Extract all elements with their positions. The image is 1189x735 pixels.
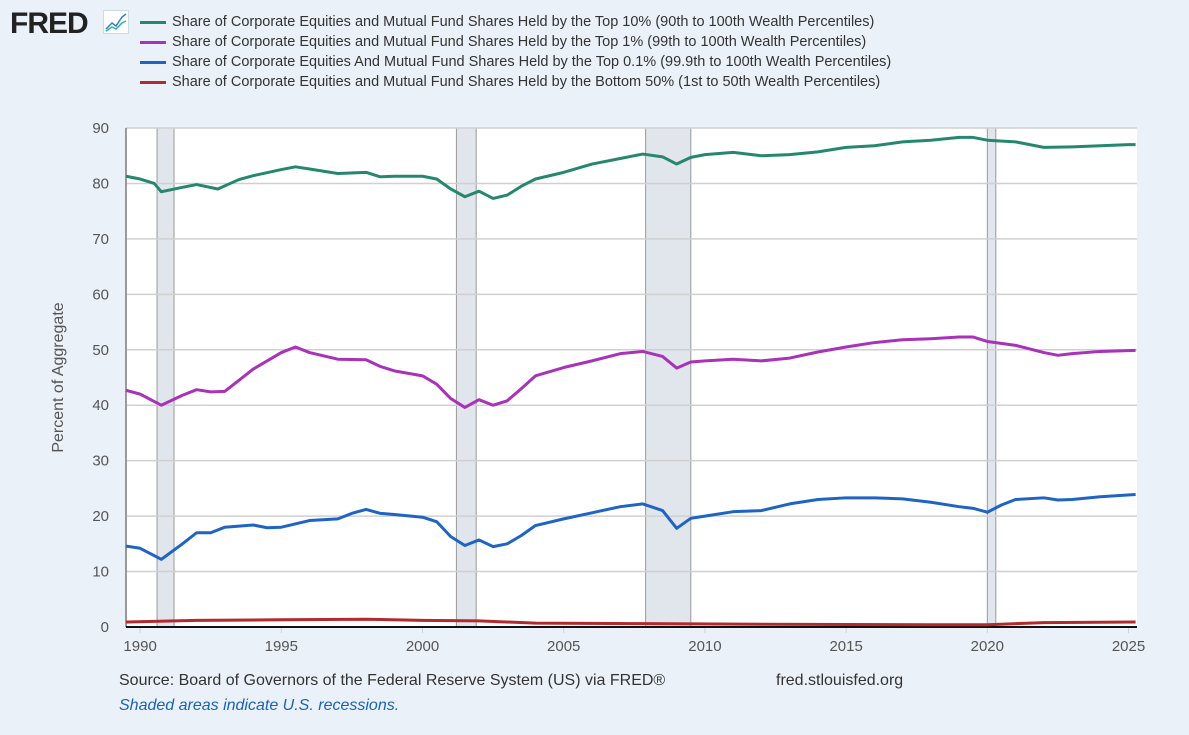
y-tick-label: 20 xyxy=(92,508,109,525)
legend-swatch xyxy=(140,80,166,84)
legend-item: Share of Corporate Equities and Mutual F… xyxy=(140,32,891,52)
legend-item: Share of Corporate Equities and Mutual F… xyxy=(140,12,891,32)
source-text: Source: Board of Governors of the Federa… xyxy=(119,672,666,689)
series-line-0 xyxy=(125,135,1136,200)
x-tick-label: 2000 xyxy=(406,638,439,655)
legend-swatch xyxy=(140,20,166,24)
y-tick-label: 60 xyxy=(92,286,109,303)
y-tick-label: 30 xyxy=(92,453,109,470)
legend-swatch xyxy=(140,60,166,64)
recession-band xyxy=(455,127,477,628)
legend: Share of Corporate Equities and Mutual F… xyxy=(140,12,891,92)
y-tick-label: 90 xyxy=(92,120,109,137)
site-link[interactable]: fred.stlouisfed.org xyxy=(776,672,904,689)
legend-item: Share of Corporate Equities And Mutual F… xyxy=(140,52,891,72)
x-tick-label: 2025 xyxy=(1112,638,1145,655)
legend-swatch xyxy=(140,40,166,44)
recession-note: Shaded areas indicate U.S. recessions. xyxy=(119,697,400,714)
legend-label: Share of Corporate Equities And Mutual F… xyxy=(172,54,892,70)
x-tick-label: 2005 xyxy=(547,638,580,655)
legend-item: Share of Corporate Equities and Mutual F… xyxy=(140,72,891,92)
legend-label: Share of Corporate Equities and Mutual F… xyxy=(172,34,867,50)
plot-area xyxy=(126,128,1137,627)
y-tick-label: 40 xyxy=(92,397,109,414)
recession-band xyxy=(645,127,692,628)
x-tick-label: 2020 xyxy=(971,638,1004,655)
fred-logo[interactable]: FRED xyxy=(10,7,89,40)
x-tick-label: 1990 xyxy=(123,638,156,655)
recession-band xyxy=(986,127,997,628)
series-line-3 xyxy=(125,617,1136,627)
y-tick-label: 70 xyxy=(92,231,109,248)
chart-line-icon xyxy=(103,10,129,34)
x-tick-label: 2015 xyxy=(829,638,862,655)
legend-label: Share of Corporate Equities and Mutual F… xyxy=(172,14,875,30)
x-tick-label: 1995 xyxy=(265,638,298,655)
x-tick-label: 2010 xyxy=(688,638,721,655)
legend-label: Share of Corporate Equities and Mutual F… xyxy=(172,74,881,90)
y-axis-label: Percent of Aggregate xyxy=(50,302,67,452)
y-tick-label: 80 xyxy=(92,175,109,192)
y-tick-label: 0 xyxy=(101,619,109,636)
y-tick-label: 50 xyxy=(92,342,109,359)
series-line-1 xyxy=(125,335,1136,409)
series-line-2 xyxy=(125,492,1136,561)
y-tick-label: 10 xyxy=(92,564,109,581)
